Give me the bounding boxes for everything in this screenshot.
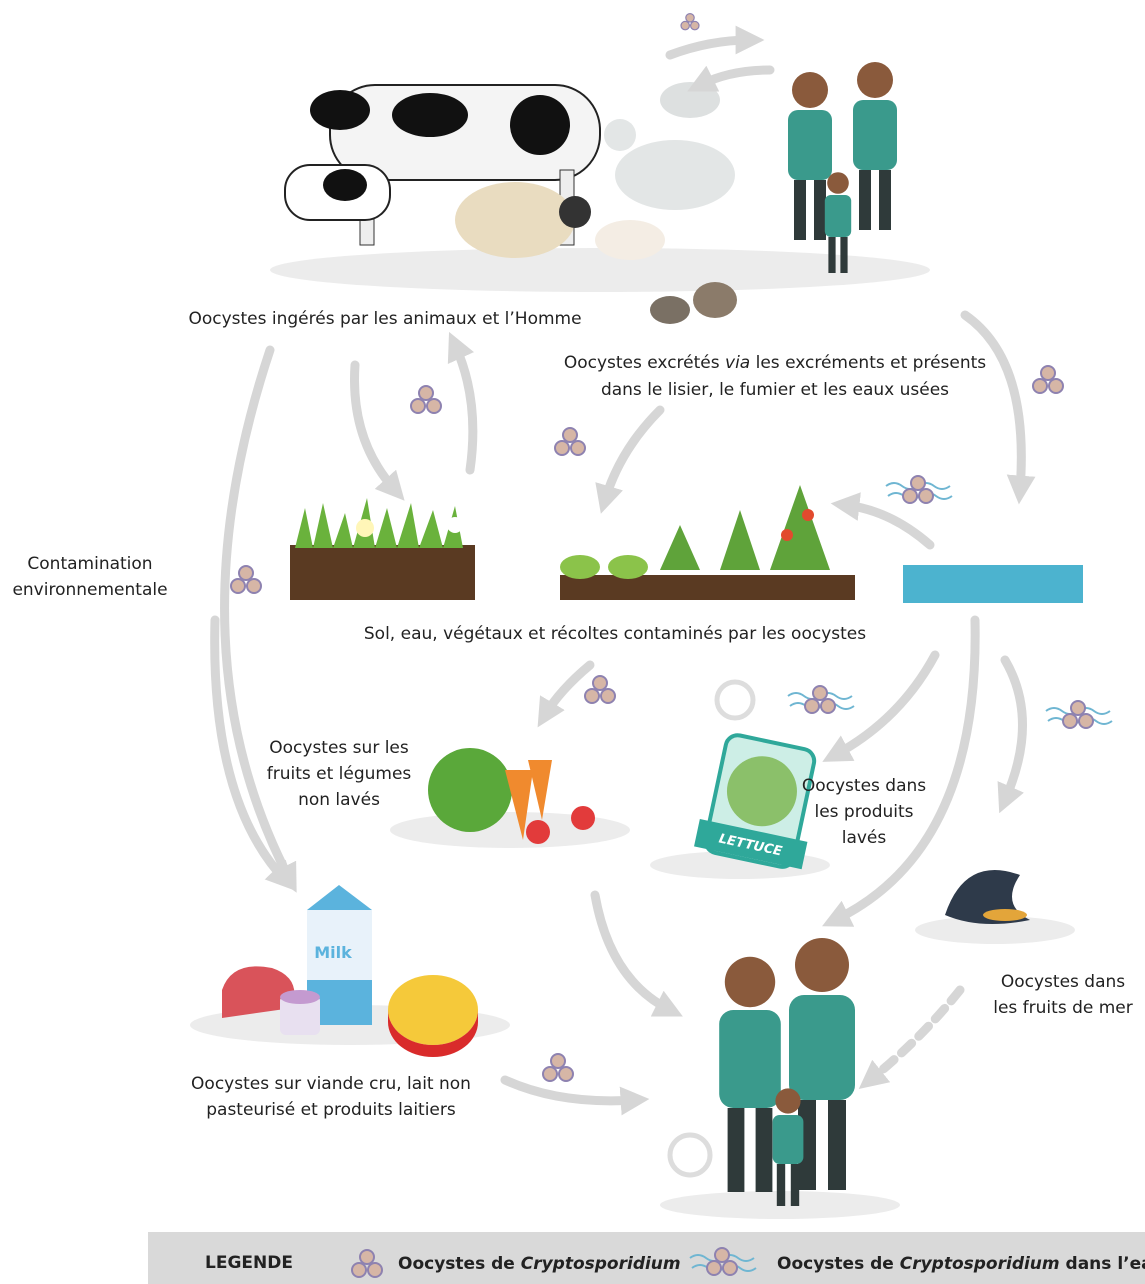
seafood-label: Oocystes dans xyxy=(1001,972,1125,992)
text-part: dans l’eau xyxy=(1060,1254,1145,1274)
text-part: Cryptosporidium xyxy=(900,1254,1060,1274)
legend: LEGENDE Oocystes de Cryptosporidium Oocy… xyxy=(148,1232,1145,1284)
unwashed-label: fruits et légumes xyxy=(267,764,412,784)
dairy-label: pasteurisé et produits laitiers xyxy=(206,1100,456,1120)
animals-family xyxy=(270,62,930,324)
soil-crops-water xyxy=(290,485,1083,603)
ingestion-label: Oocystes ingérés par les animaux et l’Ho… xyxy=(188,309,581,329)
cycle-diagram: LETTUCE Milk Oocystes ingérés par les an… xyxy=(0,0,1145,1284)
excretion-label: dans le lisier, le fumier et les eaux us… xyxy=(601,380,949,400)
milk-label: Milk xyxy=(314,943,352,962)
environmental-label: Contamination xyxy=(27,554,152,574)
excretion-label: Oocystes excrétés via les excréments et … xyxy=(564,353,986,373)
text-part: via xyxy=(725,353,750,373)
text-part: Oocystes de xyxy=(777,1254,900,1274)
text-part: Oocystes excrétés xyxy=(564,353,725,373)
washed-label: Oocystes dans xyxy=(802,776,926,796)
text-part: Cryptosporidium xyxy=(521,1254,681,1274)
text-part: Oocystes de xyxy=(398,1254,521,1274)
text-part: les excréments et présents xyxy=(750,353,986,373)
legend-oocyst: Oocystes de Cryptosporidium xyxy=(398,1254,681,1274)
washed-label: lavés xyxy=(842,828,887,848)
legend-title: LEGENDE xyxy=(205,1253,293,1273)
washed-label: les produits xyxy=(814,802,913,822)
seafood-label: les fruits de mer xyxy=(993,998,1133,1018)
legend-water: Oocystes de Cryptosporidium dans l’eau xyxy=(777,1254,1145,1274)
dairy-label: Oocystes sur viande cru, lait non xyxy=(191,1074,471,1094)
unwashed-label: non lavés xyxy=(298,790,380,810)
unwashed-label: Oocystes sur les xyxy=(269,738,409,758)
contaminated-label: Sol, eau, végétaux et récoltes contaminé… xyxy=(364,624,866,644)
environmental-label: environnementale xyxy=(12,580,167,600)
